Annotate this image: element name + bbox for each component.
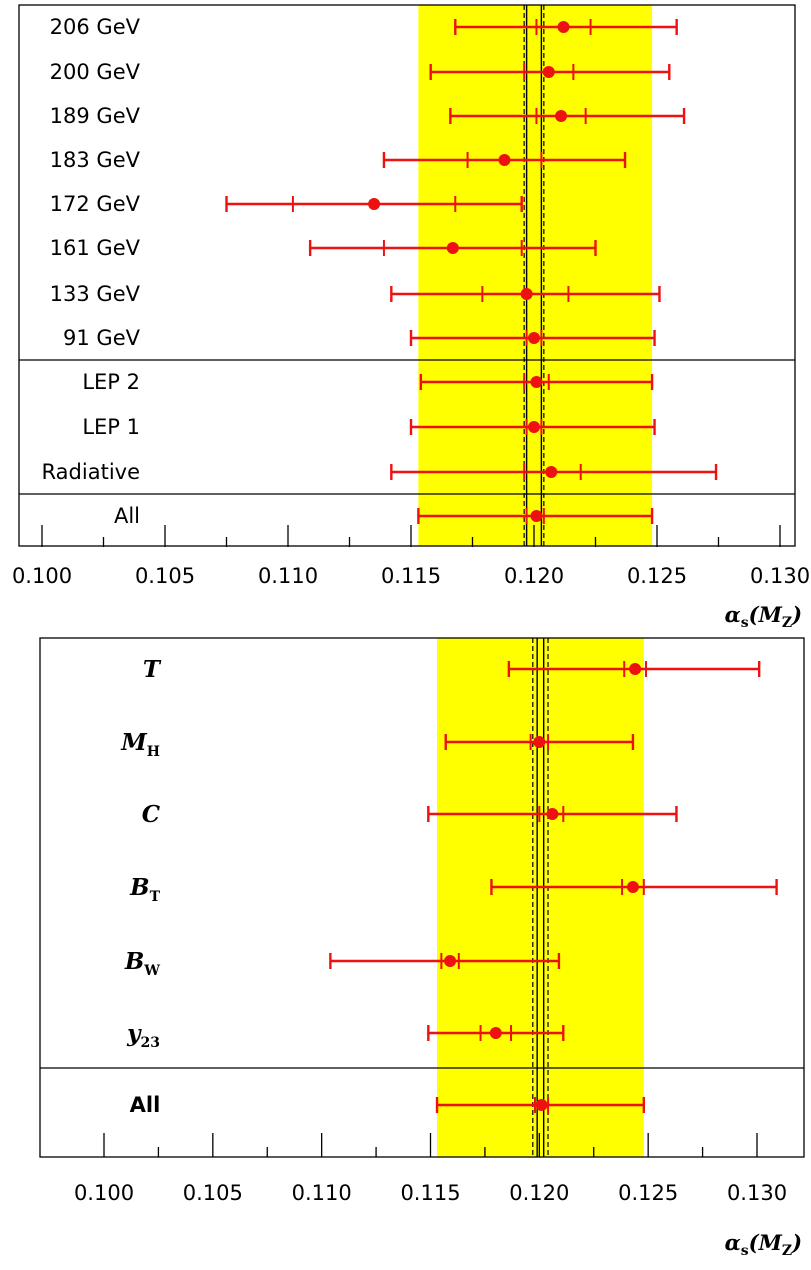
data-row: 183 GeV	[50, 148, 627, 172]
data-row: T	[143, 656, 761, 683]
row-label: 172 GeV	[50, 192, 141, 216]
data-point	[498, 154, 511, 166]
data-point	[533, 736, 546, 748]
x-tick-label: 0.115	[381, 564, 441, 588]
data-point	[489, 1027, 502, 1039]
row-label: BT	[129, 874, 160, 905]
data-row: MH	[120, 729, 635, 760]
band	[437, 638, 644, 1157]
plot-frame	[18, 4, 796, 547]
row-label: y23	[126, 1020, 160, 1051]
data-point	[626, 881, 639, 893]
data-row: 133 GeV	[50, 282, 661, 306]
data-row: 172 GeV	[50, 192, 523, 216]
row-label: LEP 2	[82, 370, 140, 394]
row-label: MH	[120, 729, 160, 760]
data-row: All	[114, 504, 654, 528]
row-label: T	[143, 656, 162, 683]
data-row: 206 GeV	[50, 15, 678, 39]
data-point	[555, 110, 568, 122]
data-row: 161 GeV	[50, 236, 597, 260]
row-label: 189 GeV	[50, 104, 141, 128]
observable-rows: T MH C BT BW y23 All	[120, 656, 778, 1117]
plot-frame	[39, 637, 805, 1158]
data-point	[557, 21, 570, 33]
x-tick-label: 0.130	[750, 564, 810, 588]
x-tick-label: 0.100	[74, 1181, 134, 1205]
data-point	[368, 198, 381, 210]
row-label: Radiative	[42, 460, 140, 484]
data-point	[546, 808, 559, 820]
x-tick-label: 0.130	[727, 1181, 787, 1205]
data-row: LEP 1	[82, 415, 656, 439]
panel-top: 206 GeV 200 GeV 189 GeV 183 GeV 172 GeV 161 G…	[12, 4, 810, 631]
data-point	[530, 376, 543, 388]
data-point	[530, 510, 543, 522]
x-tick-label: 0.120	[504, 564, 564, 588]
row-label: 206 GeV	[50, 15, 141, 39]
x-tick-label: 0.120	[509, 1181, 569, 1205]
data-point	[528, 332, 540, 344]
x-tick-label: 0.105	[183, 1181, 243, 1205]
row-label: C	[142, 801, 161, 828]
row-label: All	[130, 1093, 161, 1117]
data-row: BW	[124, 948, 561, 979]
x-axis-title: αs(MZ)	[725, 1230, 802, 1259]
central-value-lines	[523, 5, 545, 546]
data-point	[444, 955, 457, 967]
x-axis: 0.100 0.105 0.110 0.115 0.120 0.125 0.130	[74, 1133, 787, 1205]
row-label: 200 GeV	[50, 60, 141, 84]
data-row: All	[130, 1093, 646, 1117]
x-axis: 0.100 0.105 0.110 0.115 0.120 0.125 0.130	[12, 525, 810, 588]
central-value-lines	[532, 638, 549, 1157]
x-tick-label: 0.100	[12, 564, 72, 588]
x-tick-label: 0.110	[292, 1181, 352, 1205]
data-point	[535, 1099, 548, 1111]
data-row: BT	[129, 874, 778, 905]
data-point	[446, 242, 459, 254]
data-row: Radiative	[42, 460, 718, 484]
data-point	[520, 288, 533, 300]
row-label: BW	[124, 948, 160, 979]
data-row: 91 GeV	[63, 326, 656, 350]
data-point	[629, 663, 642, 675]
data-row: 200 GeV	[50, 60, 671, 84]
x-tick-label: 0.110	[258, 564, 318, 588]
data-row: LEP 2	[82, 370, 654, 394]
x-tick-label: 0.125	[627, 564, 687, 588]
data-point	[545, 466, 558, 478]
row-label: 91 GeV	[63, 326, 141, 350]
row-separators	[19, 359, 795, 495]
row-label: All	[114, 504, 140, 528]
x-axis-title: αs(MZ)	[725, 602, 802, 631]
row-label: 161 GeV	[50, 236, 141, 260]
measurement-rows: 206 GeV 200 GeV 189 GeV 183 GeV 172 GeV 161 G…	[42, 15, 718, 528]
x-tick-label: 0.105	[135, 564, 195, 588]
row-label: 183 GeV	[50, 148, 141, 172]
row-label: LEP 1	[82, 415, 140, 439]
data-row: y23	[126, 1020, 565, 1051]
data-point	[542, 66, 555, 78]
data-point	[528, 421, 540, 433]
x-tick-label: 0.125	[618, 1181, 678, 1205]
band	[418, 5, 653, 546]
panel-bottom: T MH C BT BW y23 All 0.100 0.105 0.110 0.115 0.120…	[39, 637, 805, 1259]
x-tick-label: 0.115	[400, 1181, 460, 1205]
row-label: 133 GeV	[50, 282, 141, 306]
data-row: 189 GeV	[50, 104, 686, 128]
data-row: C	[142, 801, 678, 828]
